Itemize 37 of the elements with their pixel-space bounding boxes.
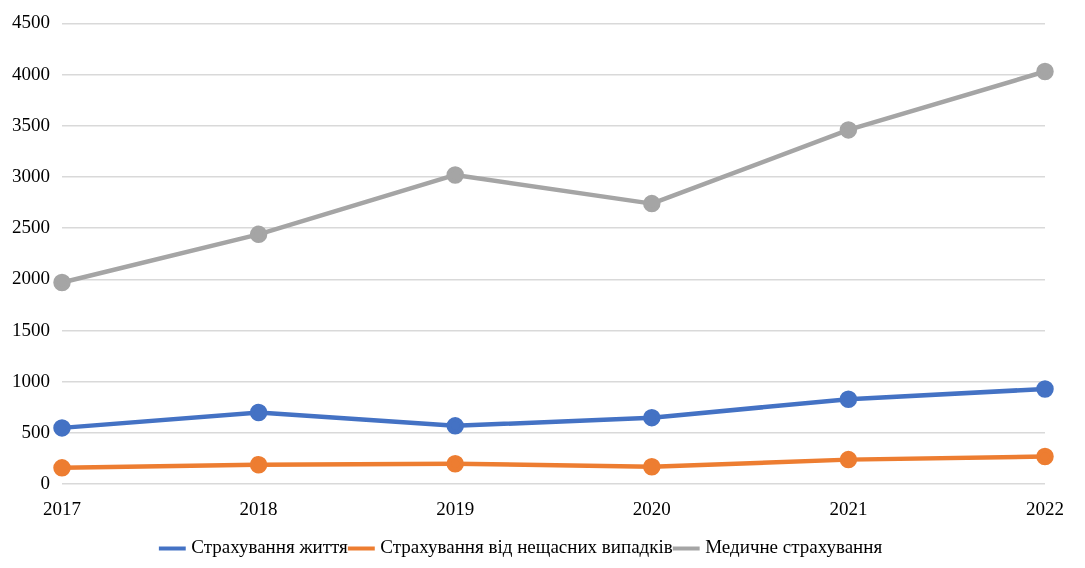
x-tick-label: 2022 — [1026, 497, 1064, 519]
point — [839, 390, 858, 408]
point — [446, 417, 464, 435]
y-tick-label: 3500 — [12, 113, 50, 135]
point — [53, 273, 71, 292]
y-tick-label: 3000 — [12, 164, 50, 186]
legend-label: Медичне страхування — [705, 536, 883, 558]
x-tick-label: 2021 — [829, 497, 868, 519]
point — [446, 454, 464, 473]
y-tick-label: 4500 — [12, 11, 50, 33]
y-tick-label: 2500 — [12, 216, 50, 238]
point — [643, 408, 661, 427]
point — [1036, 62, 1054, 81]
y-tick-label: 4000 — [12, 62, 50, 84]
point — [249, 455, 268, 474]
y-tick-label: 2000 — [12, 267, 50, 289]
y-tick-label: 0 — [40, 472, 50, 494]
legend-label: Страхування життя — [191, 536, 349, 558]
point — [643, 458, 661, 476]
point — [839, 450, 858, 469]
legend-label: Страхування від нещасних випадків — [380, 536, 673, 558]
x-tick-label: 2018 — [239, 497, 278, 519]
x-tick-label: 2019 — [436, 497, 475, 519]
y-tick-label: 1500 — [12, 318, 50, 340]
point — [249, 403, 268, 422]
x-tick-label: 2017 — [43, 497, 81, 519]
y-tick-label: 1000 — [12, 369, 50, 391]
point — [249, 225, 268, 244]
point — [839, 121, 858, 139]
point — [1036, 447, 1054, 466]
y-tick-label: 500 — [21, 420, 50, 442]
point — [1036, 380, 1054, 398]
point — [446, 166, 464, 184]
point — [53, 459, 71, 477]
point — [53, 419, 71, 437]
point — [643, 194, 661, 213]
x-tick-label: 2020 — [632, 497, 671, 519]
